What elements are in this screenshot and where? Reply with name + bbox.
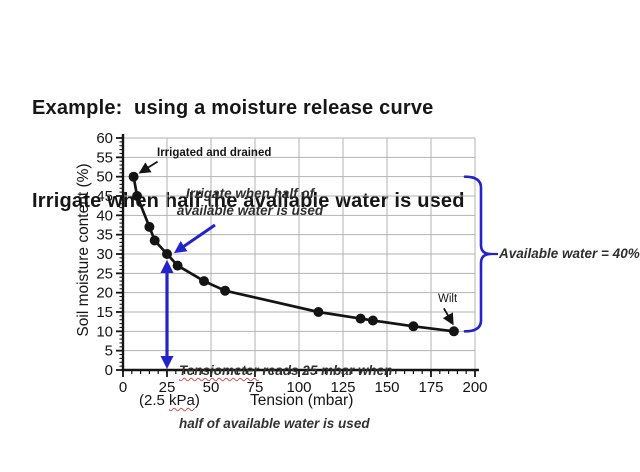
y-tick-label: 20	[96, 285, 113, 302]
x-axis-sub-label: (2.5 kPa)	[139, 392, 200, 409]
x-tick-label: 175	[418, 379, 443, 396]
x-axis-title: Tension (mbar)	[250, 392, 354, 409]
annotation-wilt: Wilt	[438, 293, 458, 305]
x-tick-label: 100	[286, 379, 311, 396]
x-tick-label: 0	[119, 379, 127, 396]
x-sub-label-post: )	[194, 392, 200, 409]
y-tick-label: 10	[96, 323, 113, 340]
x-tick-label: 75	[247, 379, 264, 396]
data-point-marker	[313, 307, 324, 317]
annotation-arrows	[138, 160, 454, 370]
annotation-tensiometer: Tensiometer reads 25 mbar when half of a…	[179, 327, 392, 467]
data-point-marker	[367, 315, 378, 326]
annotation-tensiometer-line2: half of available water is used	[179, 415, 370, 431]
data-point-marker	[144, 221, 155, 232]
tensiometer-squiggle-word: Tensiometer	[179, 363, 259, 378]
x-sub-label-kpa: kPa	[169, 392, 195, 409]
y-axis-title: Soil moisture content (%)	[75, 163, 92, 337]
y-tick-label: 55	[96, 149, 113, 166]
data-point-marker	[408, 321, 419, 332]
wilt-arrow	[442, 307, 454, 326]
irrigated-arrow	[138, 160, 159, 174]
data-point-marker	[149, 235, 160, 246]
y-tick-label: 15	[96, 304, 113, 321]
data-point-marker	[172, 260, 183, 271]
data-point-marker	[162, 249, 172, 259]
data-point-marker	[199, 276, 209, 287]
y-tick-label: 30	[96, 246, 113, 263]
y-tick-label: 5	[105, 343, 113, 360]
annotation-irrigate-when-half-line1: Irrigate when half of	[185, 186, 315, 201]
y-tick-label: 0	[105, 362, 113, 379]
x-tick-label: 150	[374, 379, 399, 396]
annotation-irrigate-when-half: Irrigate when half of available water is…	[163, 185, 337, 219]
data-point-marker	[132, 191, 143, 201]
irrigate-half-arrow	[173, 223, 216, 254]
annotation-tensiometer-line1: Tensiometer reads 25 mbar when	[179, 362, 392, 380]
y-tick-label: 40	[96, 207, 113, 224]
x-tick-label: 200	[462, 379, 487, 396]
x-tick-label: 125	[330, 379, 355, 396]
y-tick-label: 45	[96, 188, 113, 205]
y-tick-label: 35	[96, 227, 113, 244]
annotation-available-water: Available water = 40%	[499, 246, 640, 261]
y-tick-label: 50	[96, 169, 113, 186]
title-line-1: Example: using a moisture release curve	[32, 97, 434, 119]
tensiometer-line1-rest: reads 25 mbar when	[258, 363, 393, 378]
chart-tick-labels: 0 25 50 75 100 125 150 175 200 0 5 10 15 20 25 30 35 40 45…	[96, 130, 487, 396]
x-tick-label: 50	[203, 379, 220, 396]
annotation-irrigated-drained: Irrigated and drained	[157, 147, 272, 159]
x-tick-label: 25	[159, 379, 176, 396]
data-point-marker	[128, 171, 139, 182]
data-point-marker	[448, 326, 459, 337]
y-tick-label: 25	[96, 265, 113, 282]
data-point-marker	[220, 285, 231, 296]
moisture-curve	[128, 171, 459, 337]
annotation-irrigate-when-half-line2: available water is used	[176, 203, 324, 218]
chart-ticks	[116, 137, 476, 377]
data-point-marker	[355, 313, 366, 324]
available-water-brace	[463, 175, 498, 333]
y-tick-label: 60	[96, 130, 113, 147]
x-sub-label-pre: (2.5	[139, 392, 170, 409]
